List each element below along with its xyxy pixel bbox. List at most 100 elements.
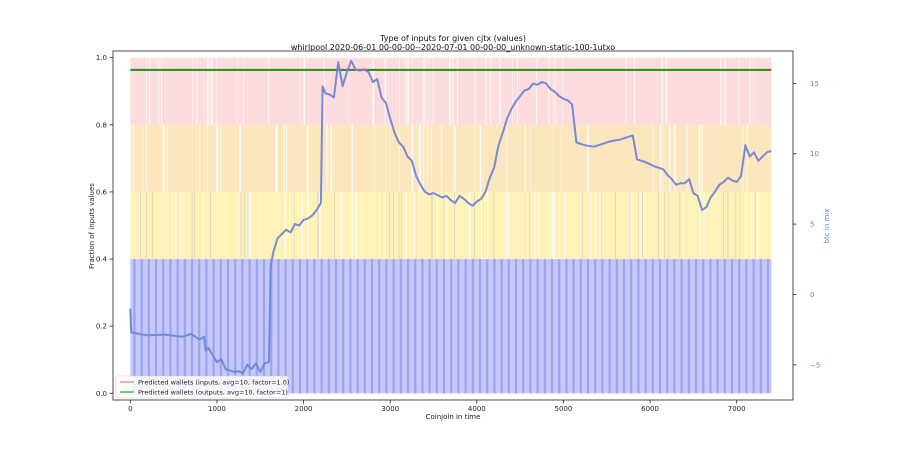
y-tick-label: 0.4: [96, 256, 108, 264]
band-gap-stripe: [652, 124, 654, 192]
band-2: [130, 124, 772, 192]
band-low-stripe: [766, 259, 770, 394]
band-gap-stripe: [516, 57, 518, 125]
band-gray-stripe: [317, 191, 319, 260]
band-gap-stripe: [661, 57, 664, 125]
band-gray-stripe: [146, 191, 147, 260]
band-gray-stripe: [723, 191, 724, 260]
band-low-stripe: [414, 259, 417, 394]
band-gap-stripe: [589, 191, 592, 260]
band-gray-stripe: [664, 191, 666, 260]
band-low-stripe: [140, 259, 143, 394]
band-gap-stripe: [146, 124, 148, 192]
band-gap-stripe: [412, 124, 413, 192]
band-gap-stripe: [355, 191, 357, 260]
band-low-stripe: [442, 259, 446, 394]
band-gap-stripe: [216, 57, 217, 125]
x-axis: 0 1000 2000 3000 4000 5000 6000 7000: [128, 400, 746, 413]
band-gap-stripe: [753, 57, 755, 125]
band-low-stripe: [630, 259, 633, 394]
band-gap-stripe: [225, 191, 227, 260]
band-gap-stripe: [449, 57, 451, 125]
band-low-stripe: [291, 259, 294, 394]
band-low-stripe: [169, 259, 172, 394]
band-low-stripe: [529, 259, 532, 394]
x-tick-label: 6000: [641, 405, 659, 413]
band-gap-stripe: [594, 191, 596, 260]
band-gray-stripe: [191, 191, 193, 260]
band-gap-stripe: [634, 57, 635, 125]
band-gap-stripe: [405, 191, 408, 260]
band-gap-stripe: [587, 124, 589, 192]
band-low-stripe: [313, 259, 316, 394]
band-gap-stripe: [149, 57, 151, 125]
band-low-stripe: [507, 259, 510, 394]
band-low-stripe: [370, 259, 374, 394]
band-low-stripe: [745, 259, 748, 394]
band-1: [130, 191, 772, 260]
band-gray-stripe: [140, 191, 141, 260]
band-gap-stripe: [505, 191, 507, 260]
band-gap-stripe: [474, 57, 477, 125]
band-gap-stripe: [468, 191, 471, 260]
band-gray-stripe: [581, 191, 583, 260]
band-gap-stripe: [668, 124, 671, 192]
y2-tick-label: 5: [810, 221, 814, 229]
band-gap-stripe: [699, 191, 701, 260]
band-gray-stripe: [615, 191, 616, 260]
band-low-stripe: [212, 259, 215, 394]
band-gap-stripe: [745, 191, 747, 260]
band-gap-stripe: [756, 191, 759, 260]
band-low-stripe: [601, 259, 604, 394]
band-low-stripe: [270, 259, 273, 394]
band-gap-stripe: [145, 57, 147, 125]
band-low-stripe: [759, 259, 762, 394]
band-low-stripe: [277, 259, 280, 394]
band-gap-stripe: [217, 124, 219, 192]
band-low-stripe: [522, 259, 525, 394]
band-low-stripe: [284, 259, 287, 394]
band-gray-stripe: [629, 191, 631, 260]
band-low-stripe: [658, 259, 662, 394]
band-gap-stripe: [301, 191, 303, 260]
band-gap-stripe: [536, 57, 538, 125]
band-low-stripe: [183, 259, 186, 394]
band-gap-stripe: [431, 124, 433, 192]
band-low-stripe: [457, 259, 460, 394]
band-gray-stripe: [529, 191, 531, 260]
band-low-stripe: [730, 259, 734, 394]
band-gap-stripe: [237, 57, 238, 125]
band-low-stripe: [536, 259, 539, 394]
band-low-stripe: [147, 259, 150, 394]
band-low-stripe: [622, 259, 626, 394]
band-gap-stripe: [534, 191, 536, 260]
band-low-stripe: [608, 259, 611, 394]
band-gap-stripe: [530, 124, 531, 192]
band-gap-stripe: [138, 191, 140, 260]
band-gray-stripe: [443, 191, 445, 260]
band-gap-stripe: [238, 191, 239, 260]
band-low-stripe: [356, 259, 359, 394]
band-gray-stripe: [642, 191, 643, 260]
band-gap-stripe: [662, 124, 664, 192]
band-gap-stripe: [625, 57, 627, 125]
band-gap-stripe: [299, 57, 301, 125]
band-gap-stripe: [703, 191, 705, 260]
band-gap-stripe: [487, 191, 489, 260]
band-gap-stripe: [306, 124, 309, 192]
band-gray-stripe: [474, 191, 475, 260]
band-gap-stripe: [319, 191, 321, 260]
band-gap-stripe: [422, 124, 425, 192]
band-gap-stripe: [436, 191, 438, 260]
band-gray-stripe: [240, 191, 242, 260]
band-gap-stripe: [686, 124, 688, 192]
band-gray-stripe: [431, 191, 433, 260]
y2-tick-label: 10: [810, 150, 819, 158]
band-gap-stripe: [289, 191, 291, 260]
band-gray-stripe: [493, 191, 495, 260]
band-gap-stripe: [163, 124, 165, 192]
y-tick-label: 1.0: [96, 54, 107, 62]
band-gap-stripe: [637, 191, 638, 260]
band-gray-stripe: [393, 191, 394, 260]
